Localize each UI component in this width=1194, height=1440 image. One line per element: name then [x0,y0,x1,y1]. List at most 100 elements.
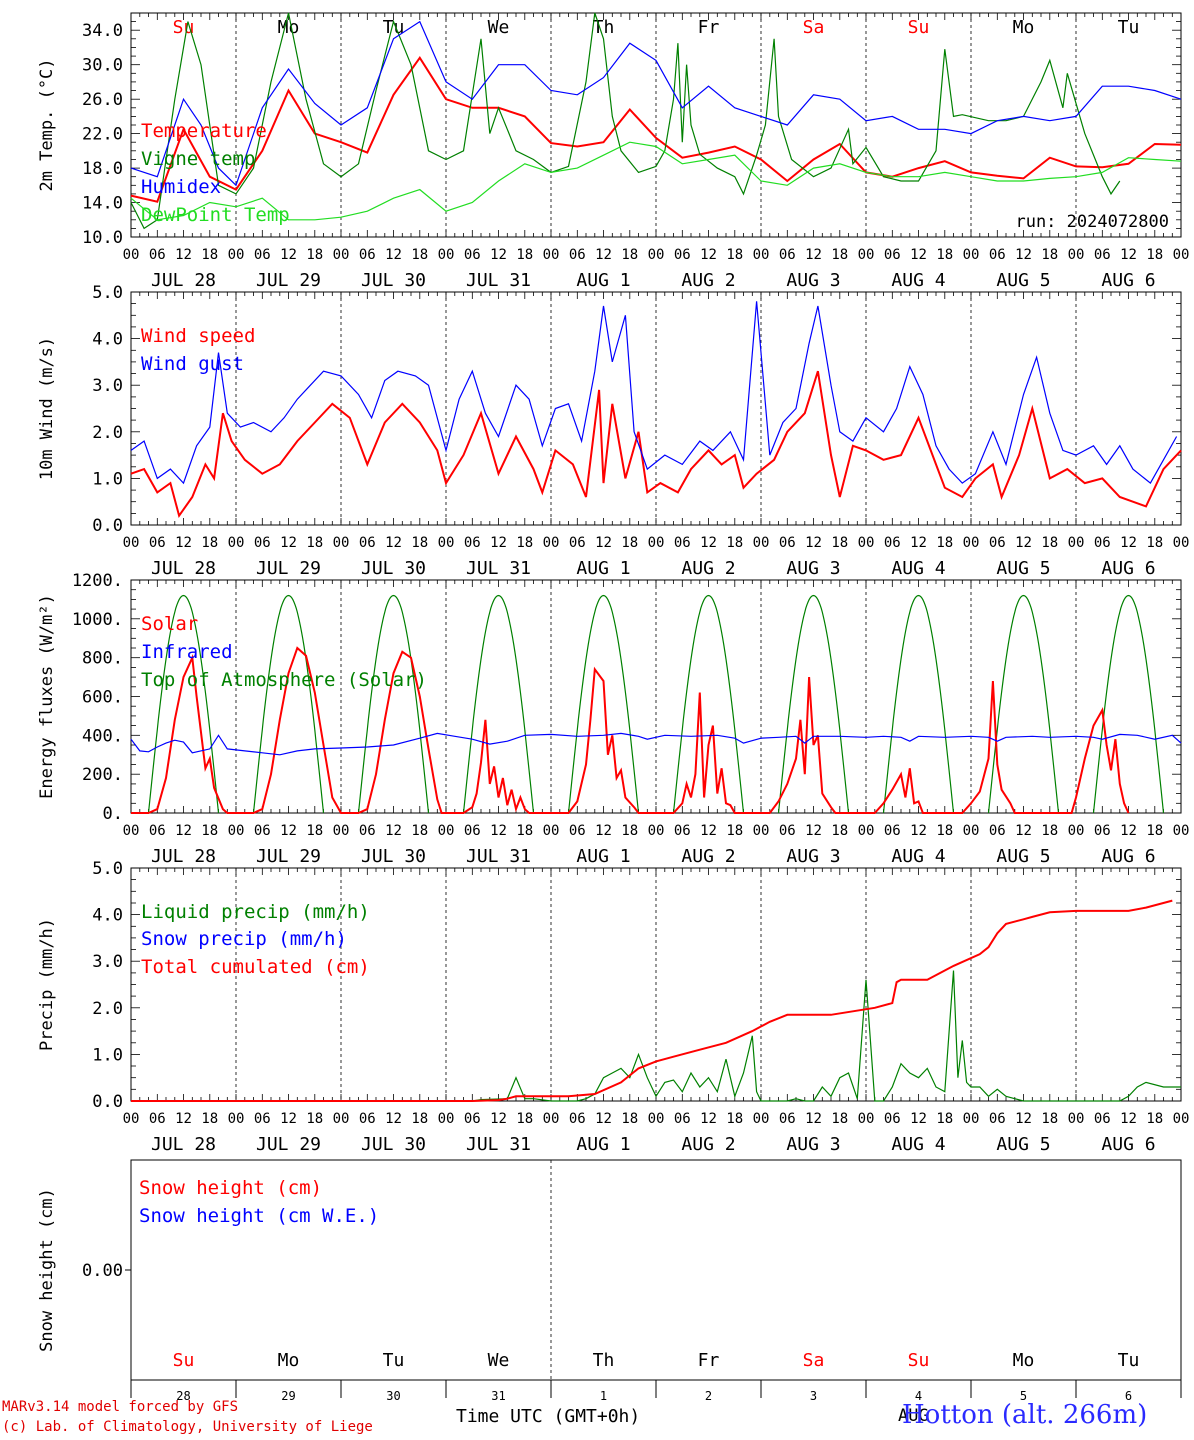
y-tick-label: 5.0 [92,283,123,303]
hour-tick-label: 06 [359,247,376,263]
hour-tick-label: 12 [280,1111,297,1127]
hour-tick-label: 06 [1094,823,1111,839]
hour-tick-label: 00 [753,1111,770,1127]
y-axis-label: Snow height (cm) [37,1188,57,1352]
hour-tick-label: 12 [1015,1111,1032,1127]
hour-tick-label: 06 [464,823,481,839]
hour-tick-label: 18 [306,823,323,839]
hour-tick-label: 06 [149,535,166,551]
series-line-dewpoint-temp [130,141,1182,221]
hour-tick-label: 00 [333,823,350,839]
legend-entry: Solar [141,613,198,635]
hour-tick-label: 06 [464,247,481,263]
y-tick-label: 0. [103,804,123,824]
hour-tick-label: 18 [831,823,848,839]
hour-tick-label: 00 [858,247,875,263]
day-name-label: Mo [1013,17,1035,38]
hour-tick-label: 12 [490,1111,507,1127]
legend-entry: Total cumulated (cm) [141,956,370,978]
day-name-label: Su [908,17,930,38]
legend-entry: Temperature [141,120,267,142]
date-label: AUG 6 [1101,558,1155,579]
date-label: AUG 4 [891,270,945,291]
hour-tick-label: 00 [228,1111,245,1127]
hour-tick-label: 00 [543,823,560,839]
date-label: JUL 29 [256,558,321,579]
hour-tick-label: 18 [936,247,953,263]
hour-tick-label: 06 [254,823,271,839]
hour-tick-label: 18 [726,535,743,551]
y-tick-label: 400. [82,726,123,746]
hour-tick-label: 00 [753,247,770,263]
hour-tick-label: 18 [306,247,323,263]
hour-tick-label: 18 [621,247,638,263]
hour-tick-label: 06 [464,1111,481,1127]
hour-tick-label: 00 [543,535,560,551]
hour-tick-label: 00 [1068,535,1085,551]
date-label: AUG 6 [1101,846,1155,867]
hour-tick-label: 00 [1068,247,1085,263]
hour-tick-label: 06 [989,535,1006,551]
hour-tick-label: 18 [411,247,428,263]
hour-tick-label: 06 [674,535,691,551]
hour-tick-label: 18 [621,823,638,839]
day-number-label: 31 [491,1389,505,1403]
hour-tick-label: 00 [123,247,140,263]
hour-tick-label: 18 [621,535,638,551]
hour-tick-label: 18 [726,1111,743,1127]
hour-tick-label: 00 [753,535,770,551]
date-label: JUL 31 [466,558,531,579]
toa-solar-line [147,594,1165,814]
station-label: Hotton (alt. 266m) [902,1400,1148,1430]
y-tick-label: 22.0 [82,125,123,145]
day-number-label: 30 [386,1389,400,1403]
hour-tick-label: 06 [359,1111,376,1127]
day-number-label: 6 [1125,1389,1132,1403]
y-tick-label: 5.0 [92,859,123,879]
y-tick-label: 600. [82,688,123,708]
y-tick-label: 0.0 [92,516,123,536]
date-label: AUG 3 [786,846,840,867]
hour-tick-label: 06 [779,247,796,263]
y-axis-label: 2m Temp. (°C) [37,58,57,191]
series-line-temperature [130,56,1182,203]
date-label: AUG 5 [996,1134,1050,1155]
hour-tick-label: 00 [963,247,980,263]
hour-tick-label: 00 [228,823,245,839]
date-label: JUL 30 [361,558,426,579]
hour-tick-label: 12 [385,1111,402,1127]
hour-tick-label: 12 [700,823,717,839]
hour-tick-label: 00 [648,535,665,551]
series-line-wind-speed [130,370,1182,519]
hour-tick-label: 18 [1041,535,1058,551]
hour-tick-label: 12 [700,535,717,551]
model-credit: MARv3.14 model forced by GFS [2,1399,239,1415]
date-label: AUG 1 [576,270,630,291]
hour-tick-label: 06 [359,823,376,839]
hour-tick-label: 00 [963,1111,980,1127]
hour-tick-label: 06 [674,1111,691,1127]
hour-tick-label: 12 [805,823,822,839]
run-label: run: 2024072800 [1015,212,1169,232]
day-name-label: Su [173,1350,195,1371]
hour-tick-label: 06 [1094,535,1111,551]
date-label: JUL 28 [151,270,216,291]
hour-tick-label: 06 [779,535,796,551]
hour-tick-label: 06 [1094,1111,1111,1127]
hour-tick-label: 12 [1015,535,1032,551]
hour-tick-label: 00 [858,535,875,551]
date-label: JUL 30 [361,270,426,291]
hour-tick-label: 06 [149,247,166,263]
day-name-label: We [488,17,510,38]
hour-tick-label: 00 [228,247,245,263]
hour-tick-label: 12 [280,535,297,551]
date-label: AUG 3 [786,558,840,579]
y-tick-label: 800. [82,649,123,669]
hour-tick-label: 12 [595,535,612,551]
hour-tick-label: 12 [1015,823,1032,839]
series-line-liquid-precip-mm-h- [131,970,1181,1102]
hour-tick-label: 12 [805,1111,822,1127]
hour-tick-label: 18 [411,535,428,551]
hour-tick-label: 18 [516,535,533,551]
date-label: JUL 28 [151,558,216,579]
